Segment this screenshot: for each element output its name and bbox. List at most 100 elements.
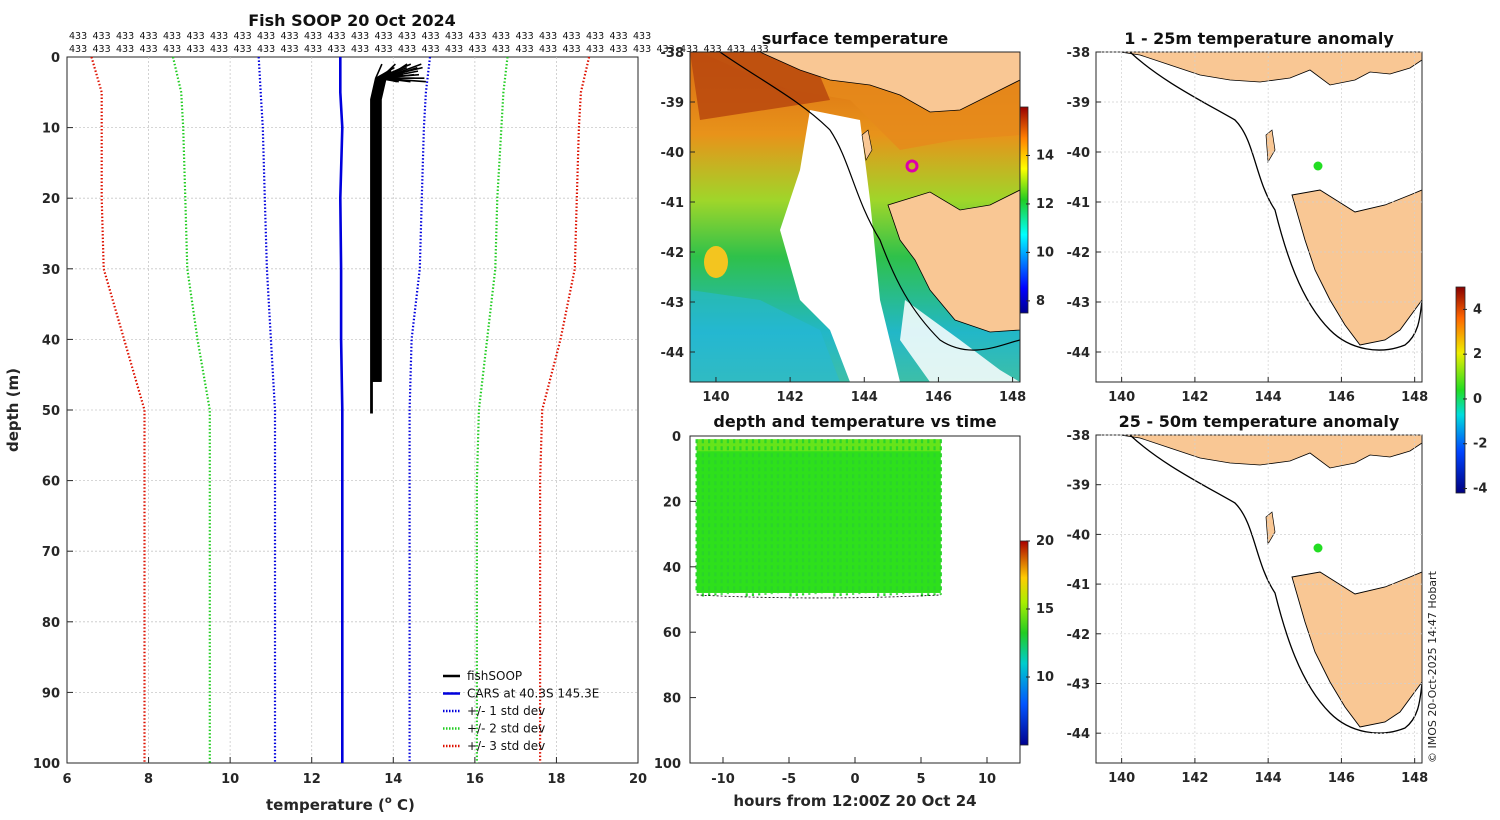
map-lon-label: 144: [1255, 390, 1282, 405]
profile-count-label: 433: [516, 44, 534, 55]
profile-ytick-label: 80: [42, 616, 60, 631]
anom2-axes-box: [1095, 434, 1423, 764]
map-lon-label: 142: [1181, 771, 1208, 786]
map-lat-label: -43: [1067, 296, 1091, 311]
profile-title: Fish SOOP 20 Oct 2024: [248, 11, 456, 30]
anomaly-colorbar-ticks: -4 -2 0 2 4: [1463, 302, 1487, 497]
profile-ticks: 6 8 10 12 14 16 18 20 0 10 20 30 40 50 60 70 80 90 100: [33, 51, 647, 787]
anom1-grid: [1096, 51, 1422, 382]
time-colorbar: [1019, 540, 1029, 746]
colorbar-tick-label: 4: [1473, 302, 1482, 317]
map-lon-label: 146: [1328, 771, 1355, 786]
profile-count-label: 433: [422, 31, 440, 42]
profile-ylabel: depth (m): [4, 368, 22, 452]
colorbar-tick-label: -4: [1473, 482, 1487, 497]
sst-land-mainland: [760, 52, 1020, 112]
anom2-ticks: 140 142 144 146 148 -38 -39 -40 -41 -42 -43 -44: [1067, 429, 1429, 786]
profile-count-label: 433: [445, 31, 463, 42]
colorbar-tick-label: 15: [1036, 602, 1054, 617]
profile-count-label: 433: [281, 44, 299, 55]
profile-ytick-label: 40: [42, 333, 60, 348]
profile-count-label: 433: [93, 31, 111, 42]
profile-xtick-label: 6: [62, 772, 71, 787]
map-lon-label: 146: [925, 390, 952, 405]
anom1-ticks: 140 142 144 146 148 -38 -39 -40 -41 -42 -43 -44: [1067, 46, 1429, 405]
time-ytick-label: 80: [663, 692, 681, 707]
sst-colorbar: [1019, 106, 1029, 314]
map-lat-label: -41: [661, 196, 685, 211]
time-ytick-label: 40: [663, 561, 681, 576]
profile-count-label: 433: [351, 31, 369, 42]
map-lon-label: 140: [702, 390, 729, 405]
profile-count-label: 433: [586, 31, 604, 42]
profile-count-label: 433: [657, 44, 675, 55]
anom1-land-mainland: [1119, 52, 1422, 86]
anom2-title: 25 - 50m temperature anomaly: [1119, 412, 1400, 431]
anom2-shelf-contour: [1129, 435, 1422, 734]
sst-land-tasmania: [887, 189, 1020, 333]
profile-count-label: 433: [163, 44, 181, 55]
profile-ytick-label: 70: [42, 545, 60, 560]
time-xlabel: hours from 12:00Z 20 Oct 24: [733, 792, 976, 810]
colorbar-tick-label: 14: [1036, 148, 1054, 163]
map-lat-label: -43: [1067, 677, 1091, 692]
anomaly-colorbar: [1455, 286, 1466, 494]
map-lon-label: 146: [1328, 390, 1355, 405]
profile-counts: 433 433 433 433 433 433 433 433 433 433 433 433 433 4…: [69, 31, 769, 55]
time-scatter-points: [695, 439, 942, 599]
anom1-title: 1 - 25m temperature anomaly: [1124, 29, 1394, 48]
anom2-data-point: [1313, 543, 1323, 553]
anom2-land-tasmania: [1291, 571, 1422, 728]
profile-ytick-label: 90: [42, 686, 60, 701]
sst-colorbar-ticks: 8 10 12 14: [1026, 148, 1054, 309]
time-ytick-label: 0: [672, 430, 681, 445]
map-lon-label: 144: [1255, 771, 1282, 786]
map-lon-label: 148: [1401, 771, 1428, 786]
profile-count-label: 433: [69, 44, 87, 55]
map-lat-label: -38: [1067, 429, 1091, 444]
profile-count-label: 433: [633, 31, 651, 42]
profile-count-label: 433: [563, 31, 581, 42]
profile-ytick-label: 50: [42, 404, 60, 419]
anom1-land-tasmania: [1291, 189, 1422, 346]
profile-count-label: 433: [140, 31, 158, 42]
profile-count-label: 433: [328, 44, 346, 55]
profile-count-label: 433: [469, 44, 487, 55]
colorbar-tick-label: 20: [1036, 534, 1054, 549]
profile-count-label: 433: [492, 31, 510, 42]
profile-count-label: 433: [492, 44, 510, 55]
anom1-axes-box: [1095, 51, 1423, 383]
profile-xtick-label: 8: [144, 772, 153, 787]
profile-count-label: 433: [398, 44, 416, 55]
profile-count-label: 433: [69, 31, 87, 42]
anom1-shelf-contour: [1129, 52, 1422, 351]
sst-map-panel: surface temperature 140 142 144 146 148-38-3…: [661, 29, 1055, 405]
time-xtick-label: 10: [978, 772, 996, 787]
profile-count-label: 433: [187, 31, 205, 42]
profile-count-label: 433: [751, 44, 769, 55]
profile-xlabel: temperature (o C): [266, 795, 415, 814]
profile-count-label: 433: [210, 31, 228, 42]
profile-count-label: 433: [116, 44, 134, 55]
sst-coastline: [759, 52, 1020, 113]
profile-ytick-label: 0: [51, 51, 60, 66]
anom1-map-field: [1119, 52, 1422, 351]
time-bottom-trace: [696, 594, 941, 599]
sst-hot-patch: [690, 52, 830, 120]
profile-count-label: 433: [680, 44, 698, 55]
map-lon-label: 148: [999, 390, 1026, 405]
profile-count-label: 433: [539, 44, 557, 55]
credit-text: © IMOS 20-Oct-2025 14:47 Hobart: [1426, 570, 1439, 763]
map-lat-label: -38: [661, 46, 685, 61]
profile-xtick-label: 18: [547, 772, 565, 787]
profile-count-label: 433: [469, 31, 487, 42]
time-title: depth and temperature vs time: [713, 412, 996, 431]
profile-xtick-label: 20: [629, 772, 647, 787]
profile-ytick-label: 100: [33, 757, 60, 772]
sst-cloud-mask: [780, 110, 900, 382]
map-lon-label: 142: [777, 390, 804, 405]
profile-count-label: 433: [116, 31, 134, 42]
colorbar-tick-label: -2: [1473, 437, 1487, 452]
profile-xtick-label: 12: [303, 772, 321, 787]
